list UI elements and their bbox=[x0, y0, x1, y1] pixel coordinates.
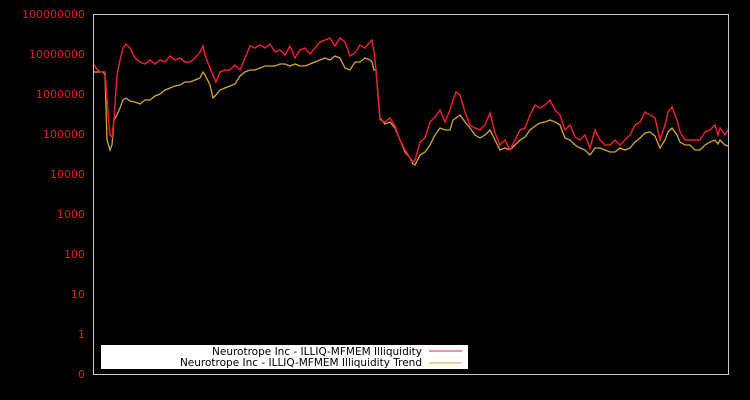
y-tick-label: 1 bbox=[78, 328, 85, 341]
y-tick-label: 100000000 bbox=[22, 8, 85, 21]
y-tick-label: 1000000 bbox=[36, 88, 85, 101]
y-tick-label: 10000 bbox=[50, 168, 85, 181]
illiquidity-line bbox=[92, 36, 729, 164]
legend-box bbox=[101, 345, 468, 369]
plot-frame bbox=[93, 14, 729, 375]
legend-label-trend: Neurotrope Inc - ILLIQ-MFMEM Illiquidity… bbox=[180, 357, 422, 369]
legend-label-illiquidity: Neurotrope Inc - ILLIQ-MFMEM Illiquidity bbox=[212, 346, 422, 358]
y-tick-label: 1000 bbox=[57, 208, 85, 221]
y-tick-label: 100 bbox=[64, 248, 85, 261]
y-tick-label: 0 bbox=[78, 368, 85, 381]
y-tick-label: 100000 bbox=[43, 128, 85, 141]
y-tick-label: 10000000 bbox=[29, 48, 85, 61]
y-axis-labels: 0 1 10 100 1000 10000 100000 1000000 100… bbox=[22, 8, 85, 381]
series-layer bbox=[92, 36, 729, 166]
legend: Neurotrope Inc - ILLIQ-MFMEM Illiquidity… bbox=[101, 345, 468, 369]
y-tick-label: 10 bbox=[71, 288, 85, 301]
